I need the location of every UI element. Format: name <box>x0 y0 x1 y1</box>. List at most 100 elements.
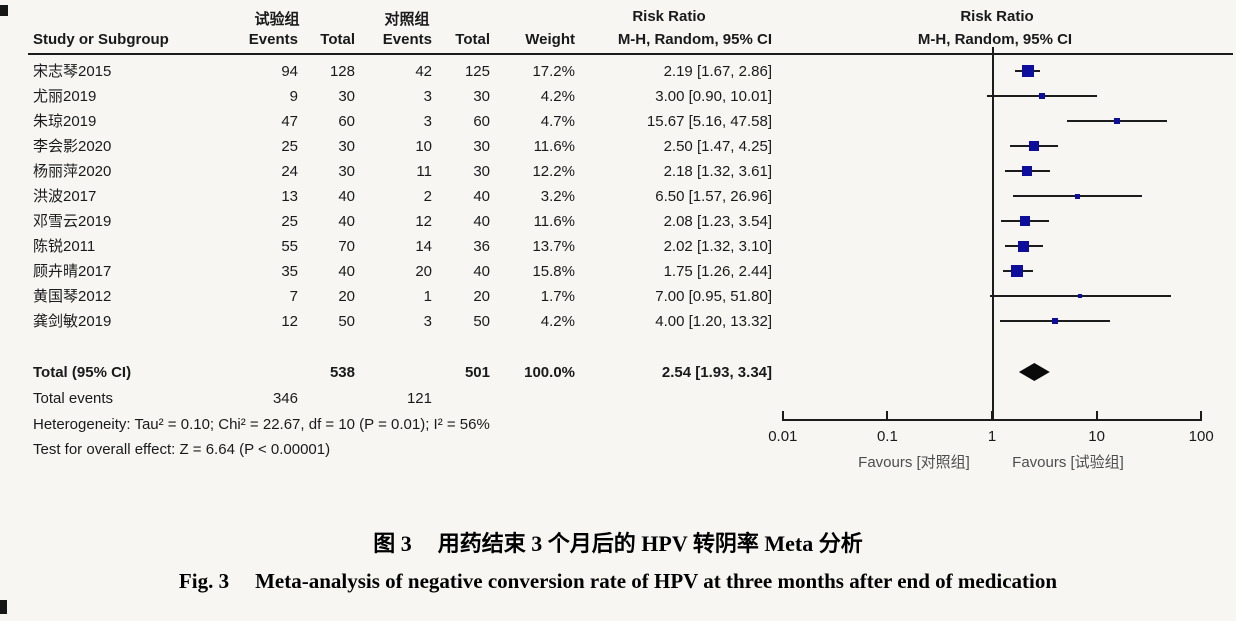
effect-square <box>1052 318 1058 324</box>
total1-cell: 20 <box>338 288 355 305</box>
events1-cell: 47 <box>281 113 298 130</box>
caption-chinese: 图 3 用药结束 3 个月后的 HPV 转阴率 Meta 分析 <box>373 526 862 558</box>
effect-square <box>1038 93 1045 99</box>
weight-cell: 4.7% <box>540 113 575 130</box>
total1-cell: 40 <box>338 188 355 205</box>
events2-cell: 42 <box>415 63 432 80</box>
table-row: 宋志琴2015 94 128 42 125 17.2% 2.19 [1.67, 2.86] <box>0 59 772 84</box>
effect-square <box>1074 193 1080 199</box>
total2-cell: 30 <box>473 88 490 105</box>
table-row: 洪波2017 13 40 2 40 3.2% 6.50 [1.57, 26.96] <box>0 184 772 209</box>
effect-square <box>1078 294 1083 298</box>
total2-cell: 20 <box>473 288 490 305</box>
ci-cell: 15.67 [5.16, 47.58] <box>646 113 772 130</box>
total1-cell: 128 <box>329 63 355 80</box>
table-row: 龚剑敏2019 12 50 3 50 4.2% 4.00 [1.20, 13.32] <box>0 309 772 334</box>
total2-cell: 125 <box>464 63 490 80</box>
total1-cell: 30 <box>338 138 355 155</box>
events1-cell: 94 <box>281 63 298 80</box>
total2-cell: 50 <box>473 313 490 330</box>
weight-cell: 15.8% <box>532 263 575 280</box>
table-row: 黄国琴2012 7 20 1 20 1.7% 7.00 [0.95, 51.80] <box>0 284 772 309</box>
total1-cell: 60 <box>338 113 355 130</box>
ci-cell: 2.50 [1.47, 4.25] <box>663 138 772 155</box>
total1-cell: 40 <box>338 263 355 280</box>
table-row: 朱琼2019 47 60 3 60 4.7% 15.67 [5.16, 47.58] <box>0 109 772 134</box>
study-name: 陈锐2011 <box>33 238 96 255</box>
study-name: 李会影2020 <box>33 138 112 155</box>
overall-effect-text: Test for overall effect: Z = 6.64 (P < 0… <box>33 441 331 458</box>
caption-chinese-text: 用药结束 3 个月后的 HPV 转阴率 Meta 分析 <box>437 531 863 556</box>
study-name: 杨丽萍2020 <box>33 163 112 180</box>
ci-cell: 1.75 [1.26, 2.44] <box>663 263 772 280</box>
forest-plot-area: 0.01 0.1 1 10 100 Favours [对照组] Favours [试验组] <box>768 0 1236 478</box>
events2-cell: 11 <box>416 163 432 180</box>
events1-cell: 35 <box>281 263 298 280</box>
events2-cell: 121 <box>406 390 432 407</box>
favours-control-label: Favours [对照组] <box>858 454 970 471</box>
heterogeneity-text: Heterogeneity: Tau² = 0.10; Chi² = 22.67… <box>33 416 490 433</box>
table-row: 顾卉晴2017 35 40 20 40 15.8% 1.75 [1.26, 2.44] <box>0 259 772 284</box>
x-axis-tick <box>1200 411 1203 421</box>
study-name: 尤丽2019 <box>33 88 97 105</box>
table-row: Total (95% CI) 538 501 100.0% 2.54 [1.93, 3.… <box>0 360 772 385</box>
events2-cell: 20 <box>415 263 432 280</box>
total1-cell: 50 <box>338 313 355 330</box>
risk-ratio-header-left: Risk Ratio <box>632 8 706 25</box>
table-row: 陈锐2011 55 70 14 36 13.7% 2.02 [1.32, 3.10] <box>0 234 772 259</box>
study-name: 洪波2017 <box>33 188 97 205</box>
x-axis-tick-label: 0.01 <box>768 428 798 445</box>
weight-cell: 1.7% <box>540 288 575 305</box>
events2-cell: 10 <box>415 138 432 155</box>
weight-cell: 100.0% <box>524 364 575 381</box>
events2-cell: 12 <box>415 213 432 230</box>
study-name: Total events <box>33 390 114 407</box>
ci-cell: 4.00 [1.20, 13.32] <box>655 313 772 330</box>
events2-cell: 3 <box>423 313 432 330</box>
col-header-events-1: Events <box>248 31 298 48</box>
events1-cell: 7 <box>289 288 298 305</box>
total1-cell: 30 <box>338 88 355 105</box>
scan-artifact <box>0 5 8 16</box>
table-row: Total events 346 121 <box>0 386 772 411</box>
x-axis-tick-label: 1 <box>987 428 997 445</box>
study-name: 宋志琴2015 <box>33 63 112 80</box>
events2-cell: 3 <box>423 113 432 130</box>
x-axis-tick <box>1095 411 1098 421</box>
x-axis-tick <box>781 411 784 421</box>
events2-cell: 1 <box>423 288 432 305</box>
events1-cell: 55 <box>281 238 298 255</box>
x-axis-tick-label: 100 <box>1188 428 1214 445</box>
ci-cell: 7.00 [0.95, 51.80] <box>655 288 772 305</box>
total2-cell: 40 <box>473 188 490 205</box>
ci-cell: 2.54 [1.93, 3.34] <box>661 364 772 381</box>
caption-english-label: Fig. 3 <box>178 569 230 593</box>
events2-cell: 14 <box>415 238 432 255</box>
ci-cell: 2.19 [1.67, 2.86] <box>663 63 772 80</box>
events1-cell: 25 <box>281 138 298 155</box>
effect-square <box>1018 240 1030 252</box>
x-axis-tick <box>991 411 993 421</box>
col-header-method-left: M-H, Random, 95% CI <box>617 31 772 48</box>
effect-square <box>1114 118 1120 124</box>
effect-square <box>1020 216 1031 226</box>
study-name: Total (95% CI) <box>33 364 132 381</box>
total2-cell: 60 <box>473 113 490 130</box>
events1-cell: 13 <box>281 188 298 205</box>
risk-ratio-header-right: Risk Ratio <box>960 8 1034 25</box>
col-header-events-2: Events <box>382 31 432 48</box>
null-effect-line <box>992 47 994 420</box>
weight-cell: 4.2% <box>540 313 575 330</box>
study-name: 邓雪云2019 <box>33 213 112 230</box>
study-table: 宋志琴2015 94 128 42 125 17.2% 2.19 [1.67, 2.86] 尤… <box>0 0 772 478</box>
col-header-total-2: Total <box>455 31 490 48</box>
events1-cell: 25 <box>281 213 298 230</box>
col-header-study: Study or Subgroup <box>33 31 169 48</box>
table-row: 邓雪云2019 25 40 12 40 11.6% 2.08 [1.23, 3.54] <box>0 209 772 234</box>
total1-cell: 70 <box>338 238 355 255</box>
x-axis-tick-label: 10 <box>1088 428 1105 445</box>
table-row: 李会影2020 25 30 10 30 11.6% 2.50 [1.47, 4.25] <box>0 134 772 159</box>
study-name: 顾卉晴2017 <box>33 263 112 280</box>
ci-cell: 2.18 [1.32, 3.61] <box>663 163 772 180</box>
